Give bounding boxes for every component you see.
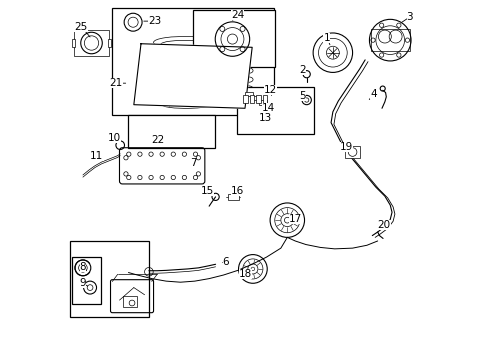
Bar (245, 92, 253, 96)
Bar (345, 145, 360, 158)
Text: 21: 21 (109, 78, 122, 88)
Text: 10: 10 (108, 133, 121, 143)
Bar (243, 95, 248, 103)
Text: 7: 7 (190, 158, 196, 168)
Text: 17: 17 (289, 214, 302, 224)
Text: 13: 13 (259, 113, 272, 123)
Bar (263, 95, 267, 103)
Text: 14: 14 (262, 103, 275, 113)
Bar (74, 30, 109, 55)
Text: 24: 24 (231, 10, 245, 20)
Text: 5: 5 (299, 91, 306, 101)
Bar (128, 116, 215, 148)
Bar (112, 8, 274, 116)
Text: 23: 23 (148, 16, 161, 26)
Bar (72, 257, 101, 304)
Text: 11: 11 (90, 150, 103, 161)
Text: 25: 25 (74, 22, 88, 32)
Bar (71, 241, 149, 317)
Text: 3: 3 (407, 12, 413, 22)
Bar (123, 296, 137, 307)
Bar (256, 95, 261, 103)
Bar (193, 10, 275, 67)
Bar (370, 30, 410, 51)
Text: 8: 8 (79, 262, 86, 272)
Bar (72, 39, 75, 47)
Text: 20: 20 (378, 220, 391, 230)
Text: 4: 4 (370, 89, 377, 99)
Bar (250, 95, 254, 103)
Bar (108, 39, 111, 47)
Text: 22: 22 (151, 135, 165, 145)
Text: 16: 16 (231, 186, 245, 197)
Text: 18: 18 (239, 269, 252, 279)
Text: 1: 1 (323, 33, 330, 42)
Bar (259, 100, 267, 105)
Bar (252, 96, 260, 100)
Bar (228, 194, 239, 200)
Polygon shape (134, 44, 252, 108)
Text: 12: 12 (264, 85, 277, 95)
Text: 9: 9 (79, 278, 86, 288)
Text: 2: 2 (299, 64, 306, 75)
Bar (237, 87, 314, 134)
Text: 6: 6 (222, 257, 229, 267)
Text: 15: 15 (201, 186, 214, 197)
Text: 19: 19 (340, 142, 353, 152)
